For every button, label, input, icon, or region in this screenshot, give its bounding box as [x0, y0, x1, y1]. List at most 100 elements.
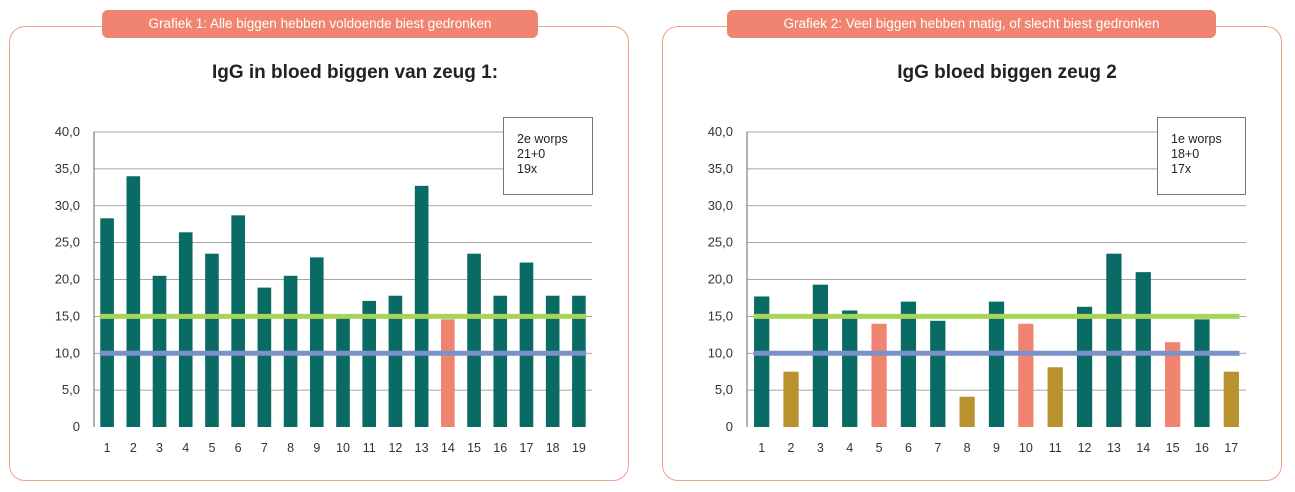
bar [178, 232, 193, 427]
bar [126, 176, 141, 427]
x-tick-label: 19 [572, 441, 586, 455]
x-tick-label: 9 [993, 441, 1000, 455]
y-tick-label: 10,0 [708, 345, 733, 360]
bar [545, 295, 560, 427]
y-tick-label: 40,0 [55, 124, 80, 139]
bar [988, 301, 1005, 427]
x-tick-label: 8 [287, 441, 294, 455]
legend-line: 17x [1171, 162, 1192, 176]
y-tick-label: 0 [73, 419, 80, 434]
x-tick-label: 4 [182, 441, 189, 455]
bar [842, 310, 858, 427]
y-tick-label: 10,0 [55, 345, 80, 360]
x-tick-label: 10 [336, 441, 350, 455]
bar [1194, 319, 1210, 427]
y-tick-label: 20,0 [708, 272, 733, 287]
bar [1223, 371, 1239, 427]
bar [959, 396, 975, 427]
bar [1106, 253, 1122, 427]
x-tick-label: 12 [1078, 441, 1092, 455]
bar [309, 257, 324, 427]
y-tick-label: 15,0 [55, 308, 80, 323]
bar [388, 295, 403, 427]
x-tick-label: 7 [934, 441, 941, 455]
x-tick-label: 15 [1166, 441, 1180, 455]
bar [100, 218, 114, 427]
bar [900, 301, 917, 427]
x-tick-label: 2 [788, 441, 795, 455]
x-tick-label: 14 [1136, 441, 1150, 455]
x-tick-label: 16 [1195, 441, 1209, 455]
bar [930, 320, 946, 427]
legend-line: 1e worps [1171, 132, 1222, 146]
chart-title-2: IgG bloed biggen zeug 2 [897, 62, 1117, 83]
bar [414, 185, 429, 427]
legend-line: 19x [517, 162, 538, 176]
chart-plot-1: 05,010,015,020,025,030,035,040,01 2 3 4 5 6 7 8… [55, 124, 592, 455]
bar [1047, 367, 1063, 427]
bar [336, 315, 350, 427]
y-tick-label: 5,0 [715, 382, 733, 397]
y-tick-label: 25,0 [55, 235, 80, 250]
legend-box-1: 2e worps 21+0 19x [503, 117, 593, 195]
bar [1164, 342, 1181, 427]
bar [467, 253, 481, 427]
bar [871, 323, 887, 427]
y-tick-label: 15,0 [708, 308, 733, 323]
chart-title-1: IgG in bloed biggen van zeug 1: [211, 62, 499, 83]
x-tick-label: 5 [876, 441, 883, 455]
x-tick-label: 2 [130, 441, 137, 455]
x-tick-label: 6 [235, 441, 242, 455]
chart-plot-2: 05,010,015,020,025,030,035,040,01 2 3 4 5 6 7 8… [708, 124, 1246, 455]
legend-line: 21+0 [517, 147, 546, 161]
x-tick-label: 12 [388, 441, 402, 455]
y-tick-label: 40,0 [708, 124, 733, 139]
legend-box-2: 1e worps 18+0 17x [1157, 117, 1246, 195]
x-tick-label: 4 [846, 441, 853, 455]
chart-badge-1: Grafiek 1: Alle biggen hebben voldoende … [102, 10, 538, 38]
bar [572, 295, 586, 427]
bar [205, 253, 219, 427]
y-tick-label: 30,0 [708, 198, 733, 213]
x-tick-label: 11 [363, 441, 376, 455]
x-tick-label: 14 [441, 441, 455, 455]
bar [812, 284, 829, 427]
legend-line: 2e worps [517, 132, 568, 146]
bar [441, 319, 455, 427]
x-tick-label: 8 [964, 441, 971, 455]
bar [754, 296, 770, 427]
chart-badge-2: Grafiek 2: Veel biggen hebben matig, of … [727, 10, 1216, 38]
x-tick-label: 17 [1224, 441, 1238, 455]
bar [231, 215, 245, 427]
legend-line: 18+0 [1171, 147, 1200, 161]
x-tick-label: 1 [104, 441, 111, 455]
y-tick-label: 5,0 [62, 382, 80, 397]
y-tick-label: 25,0 [708, 235, 733, 250]
y-tick-label: 35,0 [55, 161, 80, 176]
x-tick-label: 11 [1049, 441, 1062, 455]
bar [783, 371, 799, 427]
x-tick-label: 1 [758, 441, 765, 455]
x-tick-label: 17 [520, 441, 534, 455]
x-tick-label: 3 [817, 441, 824, 455]
y-tick-label: 0 [726, 419, 733, 434]
bar [1018, 323, 1034, 427]
x-tick-label: 5 [208, 441, 215, 455]
y-tick-label: 20,0 [55, 272, 80, 287]
x-tick-label: 7 [261, 441, 268, 455]
bar [257, 287, 272, 427]
x-tick-label: 15 [467, 441, 481, 455]
x-tick-label: 3 [156, 441, 163, 455]
bar [493, 295, 508, 427]
x-tick-label: 18 [546, 441, 560, 455]
x-tick-label: 6 [905, 441, 912, 455]
y-tick-label: 30,0 [55, 198, 80, 213]
x-tick-label: 13 [415, 441, 429, 455]
bar [1135, 272, 1151, 427]
x-tick-label: 10 [1019, 441, 1033, 455]
x-tick-label: 9 [313, 441, 320, 455]
bar [519, 262, 534, 427]
x-tick-label: 16 [493, 441, 507, 455]
bar [1076, 306, 1093, 427]
